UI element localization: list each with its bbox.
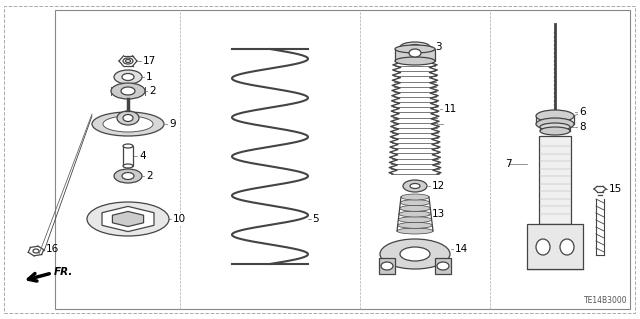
Ellipse shape xyxy=(92,112,164,136)
Bar xyxy=(539,136,571,224)
Ellipse shape xyxy=(123,58,133,64)
Ellipse shape xyxy=(381,262,393,270)
Text: 12: 12 xyxy=(432,181,445,191)
Ellipse shape xyxy=(400,247,430,261)
Polygon shape xyxy=(113,211,143,226)
Ellipse shape xyxy=(403,180,427,192)
Text: 4: 4 xyxy=(139,151,146,161)
Ellipse shape xyxy=(536,118,574,130)
Ellipse shape xyxy=(114,70,142,84)
Bar xyxy=(123,146,133,166)
Text: 14: 14 xyxy=(455,244,468,254)
Ellipse shape xyxy=(114,169,142,183)
Text: 8: 8 xyxy=(579,122,586,132)
Ellipse shape xyxy=(536,110,574,122)
Polygon shape xyxy=(102,206,154,232)
Ellipse shape xyxy=(111,83,145,99)
Text: 2: 2 xyxy=(149,86,156,96)
Bar xyxy=(55,10,630,309)
Ellipse shape xyxy=(122,73,134,80)
Text: 16: 16 xyxy=(46,244,60,254)
Ellipse shape xyxy=(437,262,449,270)
Ellipse shape xyxy=(121,87,135,95)
Bar xyxy=(527,224,583,269)
Text: 3: 3 xyxy=(435,42,442,52)
Ellipse shape xyxy=(87,202,169,236)
Text: 9: 9 xyxy=(169,119,175,129)
Ellipse shape xyxy=(395,57,435,65)
Text: 10: 10 xyxy=(173,214,186,224)
Ellipse shape xyxy=(409,44,421,49)
Ellipse shape xyxy=(123,144,133,148)
Ellipse shape xyxy=(103,116,153,132)
Ellipse shape xyxy=(122,173,134,180)
Bar xyxy=(435,258,451,274)
Text: 15: 15 xyxy=(609,184,622,194)
Text: 2: 2 xyxy=(146,171,152,181)
Ellipse shape xyxy=(33,249,39,253)
Ellipse shape xyxy=(399,205,430,211)
Ellipse shape xyxy=(398,217,431,223)
Ellipse shape xyxy=(410,183,420,189)
Ellipse shape xyxy=(397,228,433,234)
Ellipse shape xyxy=(400,42,430,52)
Ellipse shape xyxy=(401,194,429,200)
Ellipse shape xyxy=(540,127,570,135)
Ellipse shape xyxy=(117,111,139,125)
Ellipse shape xyxy=(123,164,133,168)
Text: 11: 11 xyxy=(444,104,457,114)
Ellipse shape xyxy=(536,239,550,255)
Ellipse shape xyxy=(397,222,433,228)
Ellipse shape xyxy=(123,115,133,122)
Text: 6: 6 xyxy=(579,107,586,117)
Text: 13: 13 xyxy=(432,209,445,219)
Ellipse shape xyxy=(401,200,429,206)
Ellipse shape xyxy=(399,211,431,217)
Ellipse shape xyxy=(125,60,131,63)
Bar xyxy=(395,49,435,61)
Text: 1: 1 xyxy=(146,72,152,82)
Ellipse shape xyxy=(380,239,450,269)
Text: 7: 7 xyxy=(505,159,511,169)
Bar xyxy=(379,258,395,274)
Ellipse shape xyxy=(395,45,435,53)
Ellipse shape xyxy=(560,239,574,255)
Text: 5: 5 xyxy=(312,214,319,224)
Text: FR.: FR. xyxy=(54,267,74,277)
Text: 17: 17 xyxy=(143,56,156,66)
Text: TE14B3000: TE14B3000 xyxy=(584,296,628,305)
Ellipse shape xyxy=(409,49,421,57)
Ellipse shape xyxy=(540,123,570,131)
